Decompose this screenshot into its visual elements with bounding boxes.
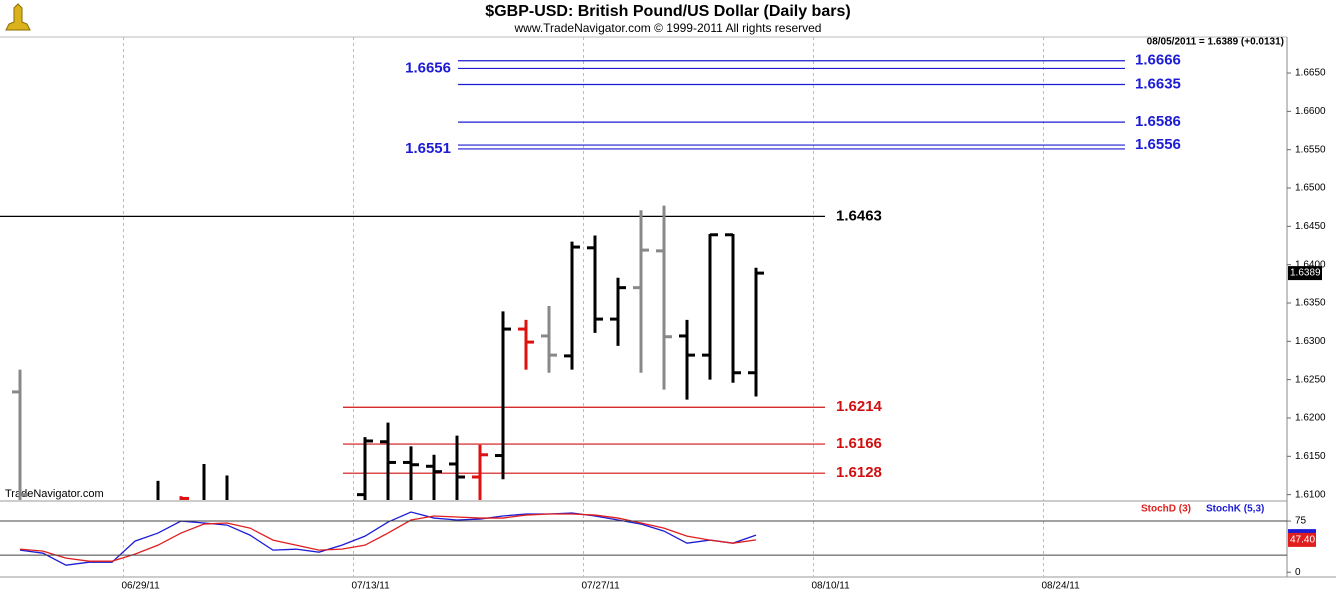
x-tick-label: 07/27/11 [582,581,621,592]
y-tick-label: 1.6400 [1295,259,1326,270]
y-tick-label: 1.6300 [1295,336,1326,347]
stoch-line [19,511,757,566]
x-tick-label: 08/10/11 [812,581,851,592]
bars [12,205,764,500]
y-tick-label: 1.6450 [1295,221,1326,232]
level-label: 1.6551 [405,140,451,157]
quote: 08/05/2011 = 1.6389 (+0.0131) [1147,37,1284,48]
level-label: 1.6556 [1135,136,1181,153]
value-label: 47.40 [1290,535,1315,546]
x-tick-label: 06/29/11 [122,581,161,592]
y-tick-label: 1.6600 [1295,106,1326,117]
y-tick-label: 1.6650 [1295,68,1326,79]
y-tick-label: 1.6550 [1295,144,1326,155]
last-price-label: 1.6389 [1290,268,1321,279]
level-label: 1.6128 [836,464,882,481]
y-tick-label: 1.6500 [1295,183,1326,194]
value-tag [1288,532,1316,547]
y-tick-label: 1.6250 [1295,374,1326,385]
y-tick-label: 1.6150 [1295,451,1326,462]
y-tick-label: 0 [1295,567,1301,578]
level-label: 1.6166 [836,435,882,452]
level-label: 1.6586 [1135,113,1181,130]
x-tick-label: 08/24/11 [1042,581,1081,592]
axes: 06/29/11 07/13/11 07/27/11 08/10/11 08/24/11… [0,68,1326,592]
y-tick-label: 75 [1295,516,1307,527]
y-tick-label: 1.6350 [1295,298,1326,309]
last-price-tag [1288,266,1322,281]
legend-entry: StochK (5,3) [1206,504,1264,515]
levels: 1.6666 1.6656 1.6635 1.6586 1.6556 1.6551 1.64… [0,52,1181,481]
logo [5,3,31,31]
chart-subtitle: www.TradeNavigator.com © 1999-2011 All r… [514,21,822,35]
x-tick-label: 07/13/11 [352,581,391,592]
level-label: 1.6656 [405,59,451,76]
y-tick-label: 1.6100 [1295,489,1326,500]
level-label: 1.6635 [1135,75,1181,92]
legend-entry: StochD (3) [1141,504,1191,515]
level-label: 1.6666 [1135,52,1181,69]
y-tick-label: 1.6200 [1295,413,1326,424]
chart-title: $GBP-USD: British Pound/US Dollar (Daily… [485,3,850,20]
level-label: 1.6214 [836,398,883,415]
level-label: 1.6463 [836,207,882,224]
watermark: TradeNavigator.com [5,488,104,500]
